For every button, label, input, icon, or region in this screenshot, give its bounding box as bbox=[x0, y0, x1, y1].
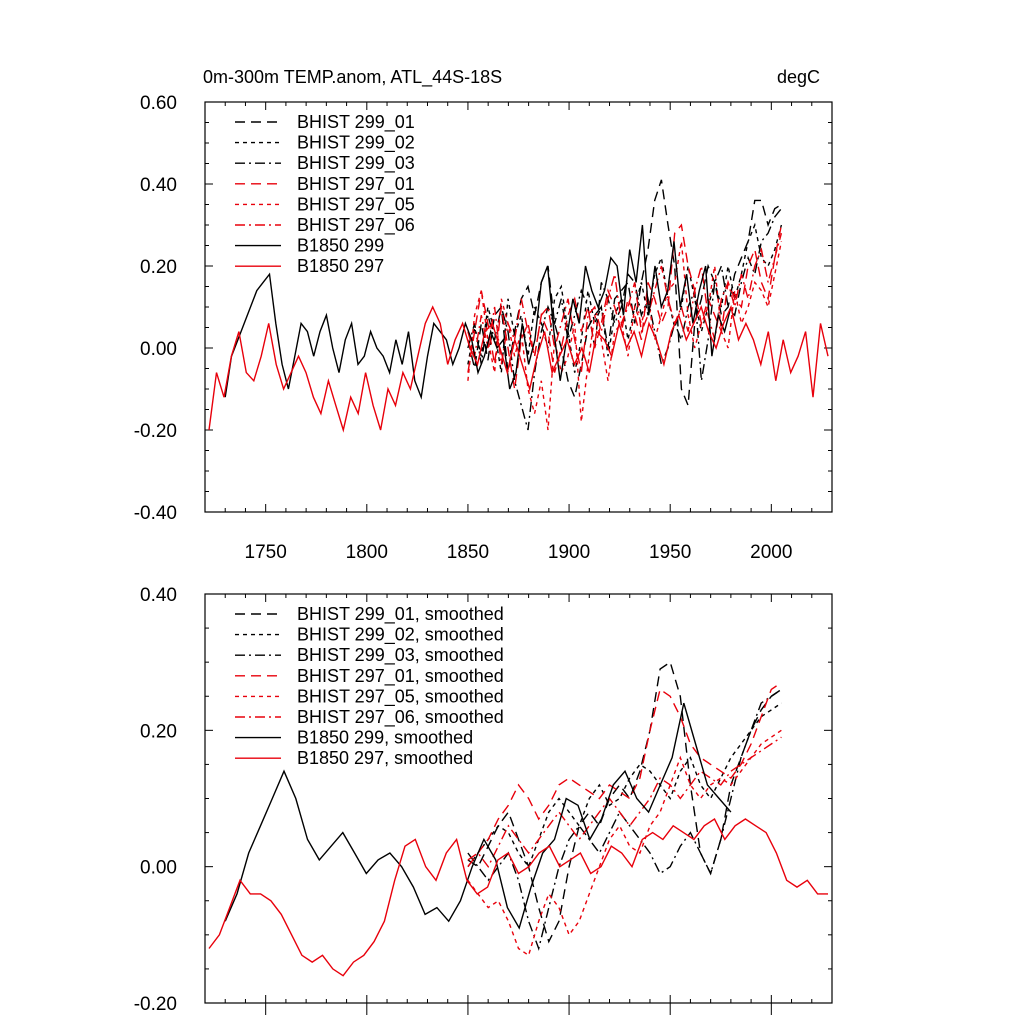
y-tick-label: -0.20 bbox=[134, 421, 177, 442]
legend-label: BHIST 297_01 bbox=[297, 174, 415, 195]
legend-label: B1850 297 bbox=[297, 256, 384, 276]
legend-label: BHIST 297_06 bbox=[297, 215, 415, 236]
legend-label: BHIST 297_05 bbox=[297, 194, 415, 215]
y-tick-label: -0.20 bbox=[134, 994, 177, 1015]
series-line-4 bbox=[467, 682, 782, 868]
series-line-7 bbox=[224, 224, 732, 400]
legend-label: BHIST 299_01 bbox=[297, 112, 415, 133]
series-line-2 bbox=[467, 702, 782, 869]
legend-label: BHIST 299_01, smoothed bbox=[297, 604, 504, 625]
y-tick-label: 0.00 bbox=[140, 339, 177, 360]
y-tick-label: 0.20 bbox=[140, 257, 177, 278]
y-tick-label: 0.60 bbox=[140, 93, 177, 114]
series-line-5 bbox=[467, 729, 782, 957]
x-tick-label: 1950 bbox=[649, 542, 691, 563]
series-line-8 bbox=[208, 304, 829, 433]
y-tick-label: 0.00 bbox=[140, 858, 177, 879]
y-tick-label: -0.40 bbox=[134, 503, 177, 524]
x-tick-label: 1750 bbox=[245, 542, 287, 563]
series-line-6 bbox=[467, 736, 782, 869]
x-tick-label: 1850 bbox=[447, 542, 489, 563]
series-line-3 bbox=[467, 688, 782, 951]
legend-label: BHIST 297_06, smoothed bbox=[297, 707, 504, 728]
series-line-1 bbox=[467, 661, 782, 944]
legend-label: BHIST 299_03, smoothed bbox=[297, 645, 504, 666]
y-tick-label: 0.20 bbox=[140, 721, 177, 742]
legend-label: BHIST 299_02 bbox=[297, 133, 415, 154]
y-tick-label: 0.40 bbox=[140, 585, 177, 606]
legend-label: B1850 297, smoothed bbox=[297, 748, 473, 768]
x-tick-label: 1900 bbox=[548, 542, 590, 563]
top-panel: 0.60 0.40 0.20 0.00 -0.20 -0.40 1750 1800 1850 19… bbox=[134, 93, 833, 563]
legend-label: BHIST 297_05, smoothed bbox=[297, 686, 504, 707]
legend-label: B1850 299 bbox=[297, 236, 384, 256]
series-line-7 bbox=[224, 702, 732, 930]
series-line-3 bbox=[467, 208, 782, 431]
legend-label: BHIST 299_02, smoothed bbox=[297, 625, 504, 646]
top-title: 0m-300m TEMP.anom, ATL_44S-18S bbox=[203, 67, 502, 88]
series-line-8 bbox=[208, 817, 828, 977]
top-units: degC bbox=[777, 67, 820, 87]
x-tick-label: 1800 bbox=[346, 542, 388, 563]
legend-label: BHIST 299_03 bbox=[297, 153, 415, 174]
y-tick-label: 0.40 bbox=[140, 175, 177, 196]
legend-label: B1850 299, smoothed bbox=[297, 728, 473, 748]
legend-label: BHIST 297_01, smoothed bbox=[297, 666, 504, 687]
series-line-2 bbox=[467, 222, 783, 373]
x-tick-label: 2000 bbox=[750, 542, 792, 563]
